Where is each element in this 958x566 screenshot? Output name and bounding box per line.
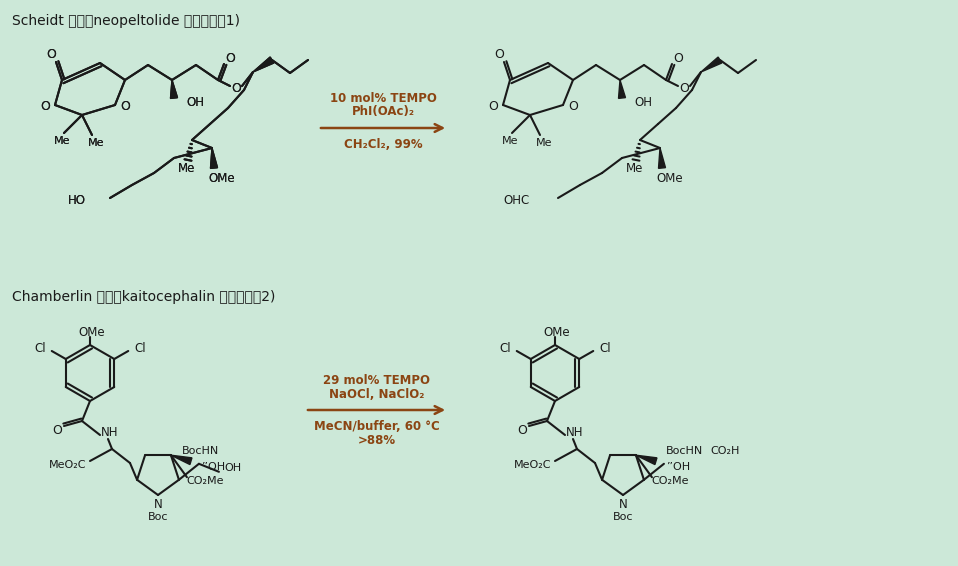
Text: O: O (679, 82, 689, 95)
Text: BocHN: BocHN (182, 446, 219, 456)
Polygon shape (171, 80, 177, 98)
Text: N: N (619, 499, 627, 512)
Text: O: O (46, 49, 56, 62)
Text: Chamberlin ら　（kaitocephalin の全合成）2): Chamberlin ら （kaitocephalin の全合成）2) (12, 290, 275, 304)
Text: HO: HO (68, 195, 86, 208)
Text: CO₂H: CO₂H (710, 446, 740, 456)
Text: O: O (40, 100, 50, 113)
Text: NH: NH (566, 427, 583, 440)
Text: Me: Me (536, 138, 552, 148)
Text: O: O (225, 53, 235, 66)
Text: Me: Me (178, 162, 195, 175)
Text: Cl: Cl (34, 342, 46, 355)
Text: Cl: Cl (134, 342, 146, 355)
Polygon shape (253, 57, 274, 72)
Text: NH: NH (102, 427, 119, 440)
Polygon shape (171, 80, 177, 98)
Polygon shape (171, 455, 192, 465)
Polygon shape (701, 57, 722, 72)
Text: Me: Me (88, 138, 104, 148)
Text: CO₂Me: CO₂Me (186, 476, 223, 486)
Text: OMe: OMe (544, 325, 570, 338)
Text: 29 mol% TEMPO: 29 mol% TEMPO (323, 374, 430, 387)
Polygon shape (658, 148, 666, 168)
Text: CO₂Me: CO₂Me (651, 476, 689, 486)
Text: PhI(OAc)₂: PhI(OAc)₂ (352, 105, 415, 118)
Text: HO: HO (68, 195, 86, 208)
Text: MeO₂C: MeO₂C (49, 460, 87, 470)
Text: OMe: OMe (209, 171, 236, 185)
Text: OH: OH (186, 96, 204, 109)
Text: ’’OH: ’’OH (201, 462, 225, 472)
Text: O: O (488, 100, 498, 113)
Text: N: N (153, 499, 162, 512)
Text: O: O (231, 82, 241, 95)
Text: O: O (120, 100, 130, 113)
Text: OH: OH (186, 96, 204, 109)
Text: O: O (568, 100, 578, 113)
Text: OMe: OMe (79, 325, 105, 338)
Text: OH: OH (634, 96, 652, 109)
Text: Boc: Boc (148, 512, 169, 522)
Text: OMe: OMe (209, 171, 236, 185)
Text: O: O (120, 100, 130, 113)
Text: Scheidt ら　（neopeltolide の全合成）1): Scheidt ら （neopeltolide の全合成）1) (12, 14, 240, 28)
Text: O: O (517, 424, 527, 438)
Polygon shape (211, 148, 217, 168)
Text: Me: Me (88, 138, 104, 148)
Polygon shape (619, 80, 626, 98)
Text: >88%: >88% (357, 434, 396, 447)
Text: Boc: Boc (613, 512, 633, 522)
Text: Me: Me (54, 136, 70, 146)
Text: O: O (673, 53, 683, 66)
Text: OMe: OMe (656, 171, 683, 185)
Text: 10 mol% TEMPO: 10 mol% TEMPO (330, 92, 437, 105)
Text: Me: Me (627, 162, 644, 175)
Text: Me: Me (502, 136, 518, 146)
Text: O: O (494, 49, 504, 62)
Text: Cl: Cl (499, 342, 511, 355)
Text: O: O (52, 424, 62, 438)
Text: ’’OH: ’’OH (666, 462, 690, 472)
Polygon shape (253, 57, 274, 72)
Polygon shape (211, 148, 217, 168)
Text: Cl: Cl (600, 342, 611, 355)
Text: OHC: OHC (504, 195, 530, 208)
Text: CH₂Cl₂, 99%: CH₂Cl₂, 99% (344, 138, 422, 151)
Text: Me: Me (178, 162, 195, 175)
Text: MeCN/buffer, 60 °C: MeCN/buffer, 60 °C (313, 419, 440, 432)
Text: O: O (231, 82, 241, 95)
Text: O: O (40, 100, 50, 113)
Text: BocHN: BocHN (666, 446, 703, 456)
Text: OH: OH (224, 463, 241, 473)
Text: O: O (225, 53, 235, 66)
Text: Me: Me (54, 136, 70, 146)
Text: MeO₂C: MeO₂C (514, 460, 552, 470)
Text: NaOCl, NaClO₂: NaOCl, NaClO₂ (329, 388, 424, 401)
Polygon shape (636, 455, 657, 465)
Text: O: O (46, 49, 56, 62)
